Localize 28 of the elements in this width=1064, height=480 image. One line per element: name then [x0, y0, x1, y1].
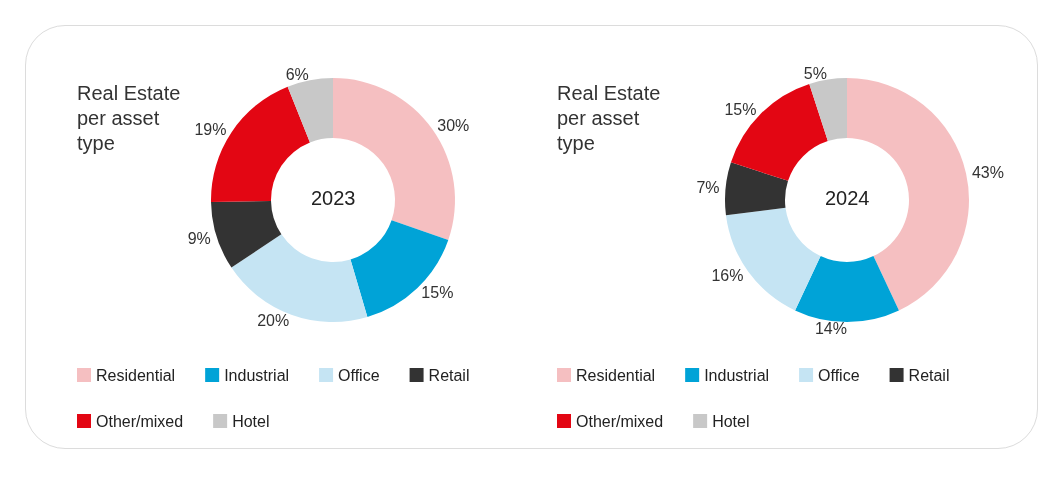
data-label: 7%	[696, 179, 720, 197]
text: Real Estate per asset type	[557, 81, 666, 154]
legend-label: Industrial	[704, 366, 770, 384]
data-label: 20%	[257, 311, 290, 329]
data-label: 30%	[437, 117, 470, 135]
legend-label: Industrial	[224, 366, 290, 384]
legend-label: Other/mixed	[576, 412, 664, 430]
legend-label: Office	[338, 366, 380, 384]
data-label: 19%	[194, 120, 227, 138]
legend-label: Residential	[96, 366, 176, 384]
data-label: 15%	[421, 284, 454, 302]
legend-label: Other/mixed	[96, 412, 184, 430]
data-label: 6%	[285, 65, 309, 83]
legend-label: Retail	[908, 366, 950, 384]
data-label: 43%	[971, 163, 1004, 181]
data-label: 16%	[711, 266, 744, 284]
data-label: 9%	[187, 229, 211, 247]
legend-label: Residential	[576, 366, 656, 384]
legend-label: Hotel	[712, 412, 750, 430]
text: Real Estate per asset type	[77, 81, 186, 154]
legend-label: Retail	[428, 366, 470, 384]
legend-label: Office	[818, 366, 860, 384]
legend-label: Hotel	[232, 412, 270, 430]
data-label: 14%	[814, 319, 847, 337]
text: 2024	[825, 187, 870, 209]
data-label: 15%	[724, 100, 757, 118]
text: 2023	[311, 187, 356, 209]
data-label: 5%	[803, 65, 827, 83]
